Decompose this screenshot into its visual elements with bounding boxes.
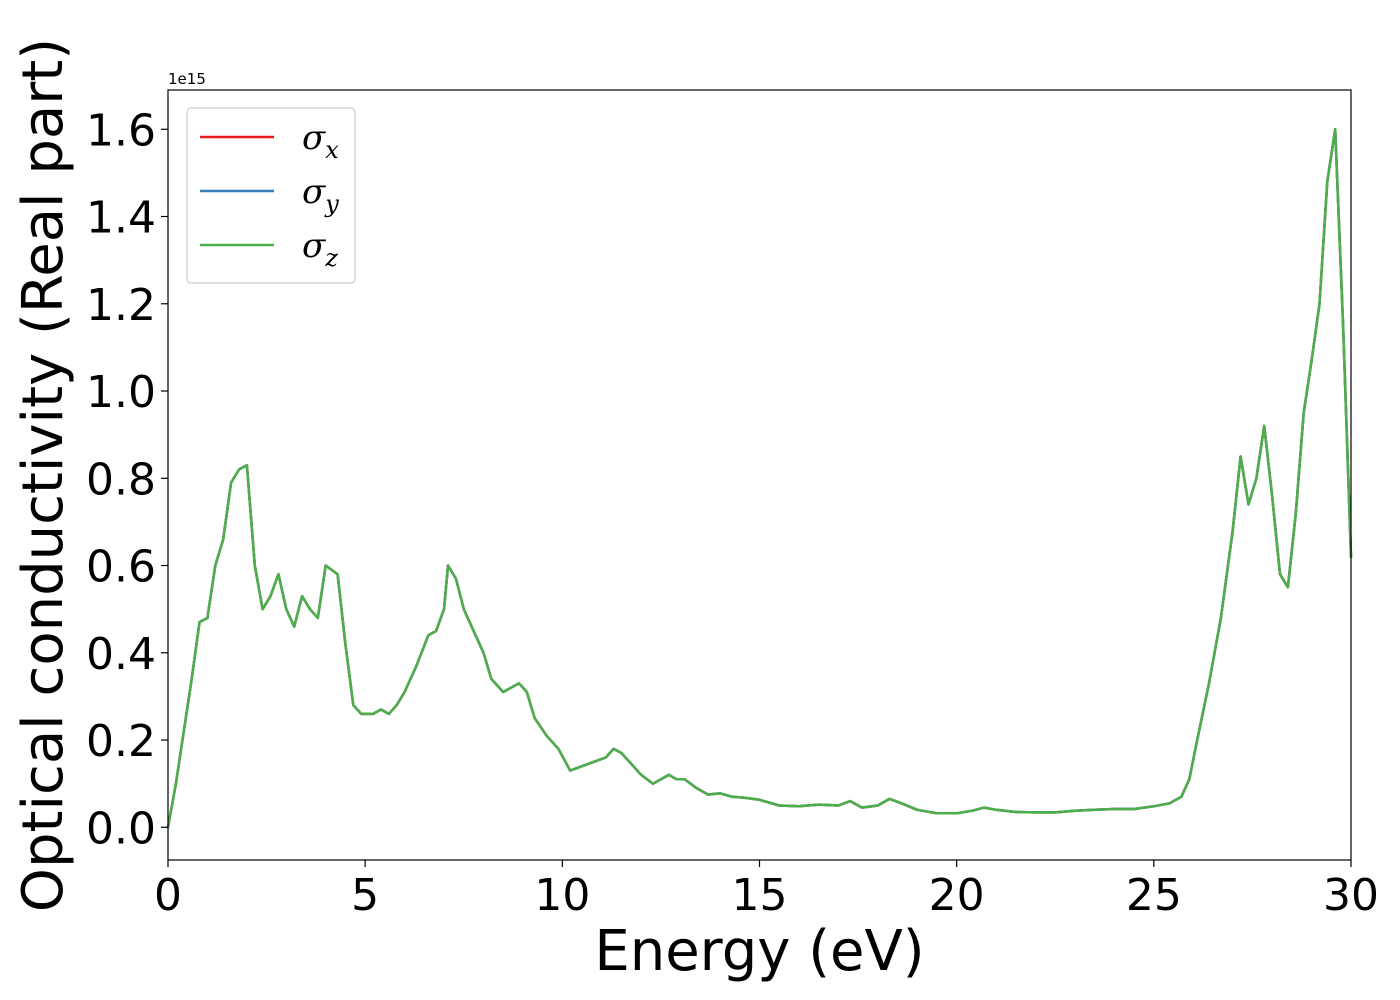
y-tick-label: 1.4 — [86, 193, 156, 244]
series-layer — [166, 128, 1353, 829]
x-tick-label: 10 — [534, 870, 590, 921]
x-axis-ticks: 0 5 10 15 20 25 30 — [154, 860, 1379, 921]
y-tick-label: 1.0 — [86, 367, 156, 418]
y-axis-ticks: 0.0 0.2 0.4 0.6 0.8 1.0 1.2 1.4 1.6 — [86, 105, 168, 854]
series-line-3 — [166, 128, 1353, 829]
x-tick-label: 0 — [154, 870, 182, 921]
y-tick-label: 1.6 — [86, 105, 156, 156]
y-tick-label: 0.6 — [86, 542, 156, 593]
y-tick-label: 0.8 — [86, 454, 156, 505]
y-tick-label: 0.4 — [86, 629, 156, 680]
x-tick-label: 20 — [929, 870, 985, 921]
y-offset-label: 1e15 — [168, 70, 206, 88]
y-tick-label: 1.2 — [86, 280, 156, 331]
y-axis-label: Optical conductivity (Real part) — [11, 38, 76, 912]
legend-label: σx — [302, 118, 339, 164]
x-tick-label: 25 — [1126, 870, 1182, 921]
y-tick-label: 0.0 — [86, 803, 156, 854]
x-tick-label: 15 — [732, 870, 788, 921]
y-tick-label: 0.2 — [86, 716, 156, 767]
legend: σx σy σz — [186, 107, 356, 284]
x-tick-label: 30 — [1323, 870, 1379, 921]
legend-label: σz — [302, 226, 338, 272]
legend-label: σy — [302, 172, 339, 218]
x-tick-label: 5 — [351, 870, 379, 921]
legend-frame — [186, 107, 356, 284]
x-axis-label: Energy (eV) — [594, 919, 924, 984]
